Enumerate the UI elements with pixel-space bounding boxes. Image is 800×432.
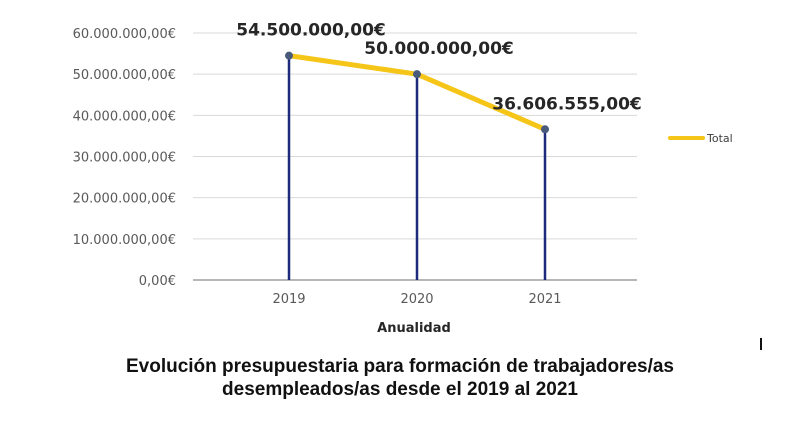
chart-caption: Evolución presupuestaria para formación … — [40, 355, 760, 401]
y-tick-label: 40.000.000,00€ — [73, 109, 176, 124]
y-tick-label: 30.000.000,00€ — [73, 151, 176, 166]
data-markers — [285, 51, 549, 134]
caption-line-1: Evolución presupuestaria para formación … — [125, 356, 674, 377]
x-tick-label: 2019 — [272, 292, 305, 307]
drop-lines — [287, 55, 547, 280]
data-point — [285, 51, 293, 60]
y-tick-label: 60.000.000,00€ — [73, 27, 176, 42]
legend: Total — [668, 132, 733, 145]
legend-label-total: Total — [706, 132, 733, 145]
gridlines — [193, 32, 637, 281]
y-axis-ticks: 0,00€ 10.000.000,00€ 20.000.000,00€ 30.000.… — [73, 27, 176, 289]
y-tick-label: 50.000.000,00€ — [73, 68, 176, 83]
data-label: 50.000.000,00€ — [364, 39, 514, 59]
caption-line-2: desempleados/as desde el 2019 al 2021 — [222, 379, 578, 400]
x-axis-ticks: 2019 2020 2021 — [272, 292, 561, 307]
chart: 0,00€ 10.000.000,00€ 20.000.000,00€ 30.000.… — [73, 21, 733, 336]
y-tick-label: 10.000.000,00€ — [73, 233, 176, 248]
y-tick-label: 0,00€ — [139, 274, 176, 289]
data-labels: 54.500.000,00€50.000.000,00€ 36.606.555,0… — [236, 21, 642, 115]
data-label: 36.606.555,00€ — [492, 94, 642, 114]
text-cursor-mark — [760, 338, 762, 350]
x-axis-title: Anualidad — [377, 321, 451, 336]
y-tick-label: 20.000.000,00€ — [73, 192, 176, 207]
data-label: 54.500.000,00€ — [236, 21, 386, 41]
x-tick-label: 2020 — [400, 292, 433, 307]
x-tick-label: 2021 — [528, 292, 561, 307]
line-chart-svg: 0,00€ 10.000.000,00€ 20.000.000,00€ 30.000.… — [73, 21, 733, 336]
data-point — [541, 125, 549, 134]
data-point — [413, 70, 421, 79]
